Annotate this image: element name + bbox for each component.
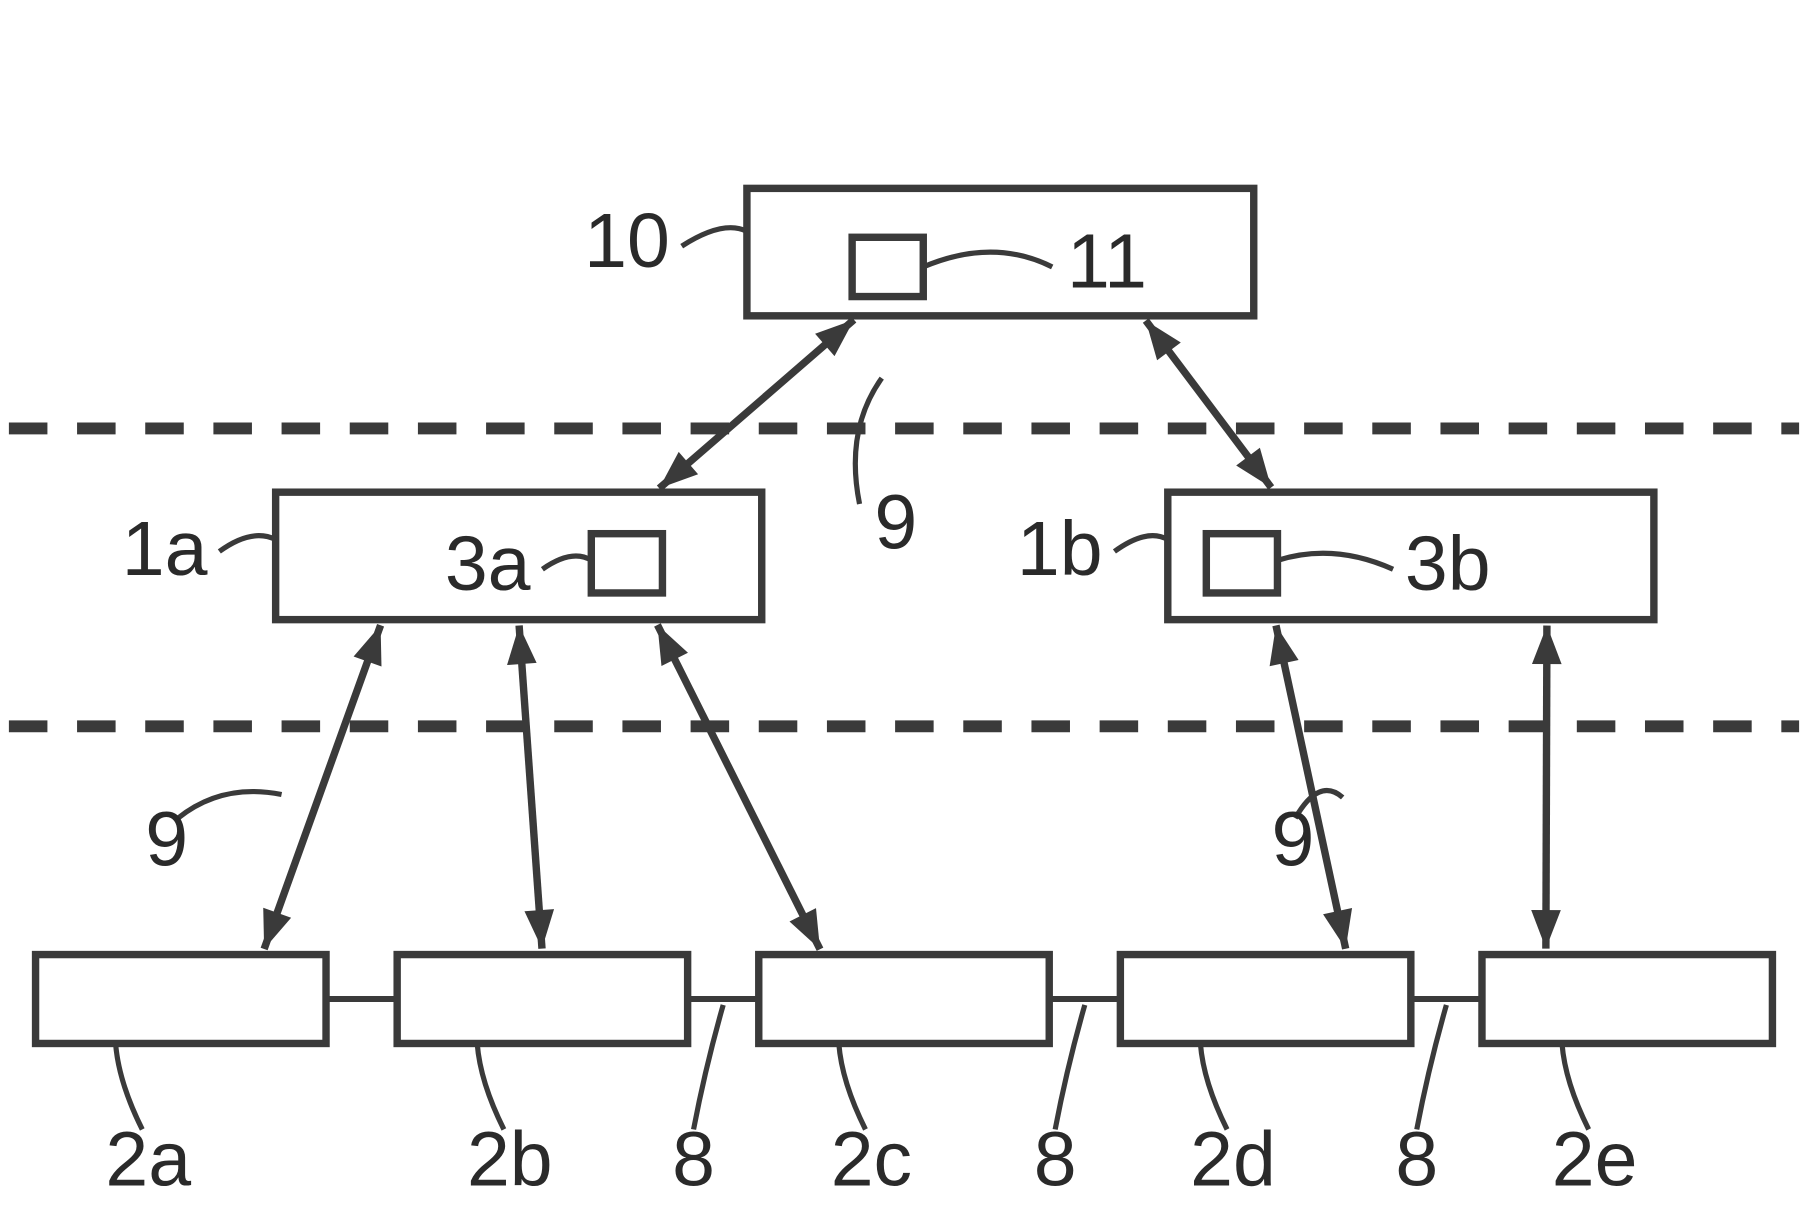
label-L9a: 9 — [874, 479, 917, 565]
label-L8c: 8 — [1395, 1117, 1438, 1203]
label-L9c: 9 — [1272, 797, 1315, 883]
label-L2d: 2d — [1190, 1117, 1276, 1203]
label-L1a: 1a — [122, 506, 208, 592]
label-L2b: 2b — [467, 1117, 553, 1203]
label-L2e: 2e — [1552, 1117, 1638, 1203]
node-n2a — [36, 955, 326, 1044]
label-L9b: 9 — [145, 797, 188, 883]
connection-arrow-6 — [1546, 626, 1547, 949]
node-n2e — [1482, 955, 1772, 1044]
node-n2d — [1120, 955, 1410, 1044]
node-n11 — [852, 237, 923, 296]
label-L8b: 8 — [1034, 1117, 1077, 1203]
node-n2b — [397, 955, 687, 1044]
label-L1b: 1b — [1017, 506, 1103, 592]
node-n3b — [1206, 534, 1277, 593]
label-L10: 10 — [584, 198, 670, 284]
label-L3a: 3a — [445, 521, 531, 607]
label-L3b: 3b — [1405, 521, 1491, 607]
node-n2c — [759, 955, 1049, 1044]
diagram-canvas: 10 11 1a 3a 1b 3b 9 9 9 2a 2b 2c 2d 2e 8 8 8 — [0, 0, 1808, 1220]
label-L11: 11 — [1067, 219, 1147, 305]
label-L2a: 2a — [105, 1117, 191, 1203]
label-L2c: 2c — [831, 1117, 912, 1203]
label-L8a: 8 — [672, 1117, 715, 1203]
node-n3a — [591, 534, 662, 593]
